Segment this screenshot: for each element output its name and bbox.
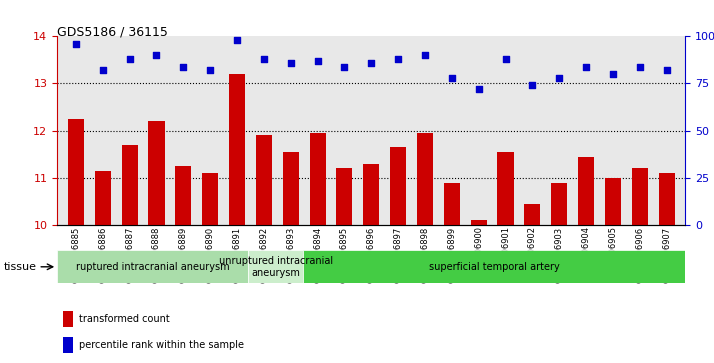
Bar — [498, 152, 513, 225]
Bar — [175, 166, 191, 225]
Point — [553, 75, 565, 81]
Text: superficial temporal artery: superficial temporal artery — [429, 262, 560, 272]
Bar — [310, 133, 326, 225]
Point — [607, 71, 618, 77]
Bar — [390, 147, 406, 225]
Bar — [605, 178, 621, 225]
Text: tissue: tissue — [4, 262, 36, 272]
Bar — [444, 183, 460, 225]
Point — [500, 56, 511, 62]
Point — [527, 82, 538, 88]
Point — [580, 64, 592, 69]
Bar — [363, 164, 379, 225]
Point — [258, 56, 270, 62]
Point — [393, 56, 404, 62]
Text: unruptured intracranial
aneurysm: unruptured intracranial aneurysm — [218, 256, 333, 278]
Bar — [202, 173, 218, 225]
Bar — [283, 152, 298, 225]
Point — [204, 68, 216, 73]
Point — [97, 68, 109, 73]
Bar — [95, 171, 111, 225]
Point — [124, 56, 136, 62]
Point — [312, 58, 323, 64]
Point — [446, 75, 458, 81]
Text: GDS5186 / 36115: GDS5186 / 36115 — [57, 25, 168, 38]
Bar — [632, 168, 648, 225]
Text: transformed count: transformed count — [79, 314, 170, 324]
Bar — [248, 250, 303, 283]
Bar — [471, 220, 487, 225]
Bar — [551, 183, 568, 225]
Point — [231, 37, 243, 43]
Bar — [524, 204, 540, 225]
Point — [338, 64, 350, 69]
Bar — [121, 145, 138, 225]
Bar — [256, 135, 272, 225]
Point — [285, 60, 296, 66]
Bar — [64, 337, 73, 353]
Point — [419, 52, 431, 58]
Text: percentile rank within the sample: percentile rank within the sample — [79, 340, 244, 350]
Point — [151, 52, 162, 58]
Point — [70, 41, 81, 47]
Bar — [68, 119, 84, 225]
Bar — [303, 250, 685, 283]
Point — [366, 60, 377, 66]
Point — [473, 86, 484, 92]
Bar — [658, 173, 675, 225]
Bar — [229, 74, 245, 225]
Text: ruptured intracranial aneurysm: ruptured intracranial aneurysm — [76, 262, 229, 272]
Bar — [149, 121, 164, 225]
Bar — [64, 311, 73, 327]
Point — [178, 64, 189, 69]
Bar — [336, 168, 353, 225]
Bar — [578, 157, 594, 225]
Point — [661, 68, 673, 73]
Bar — [57, 250, 248, 283]
Bar — [417, 133, 433, 225]
Point — [634, 64, 645, 69]
